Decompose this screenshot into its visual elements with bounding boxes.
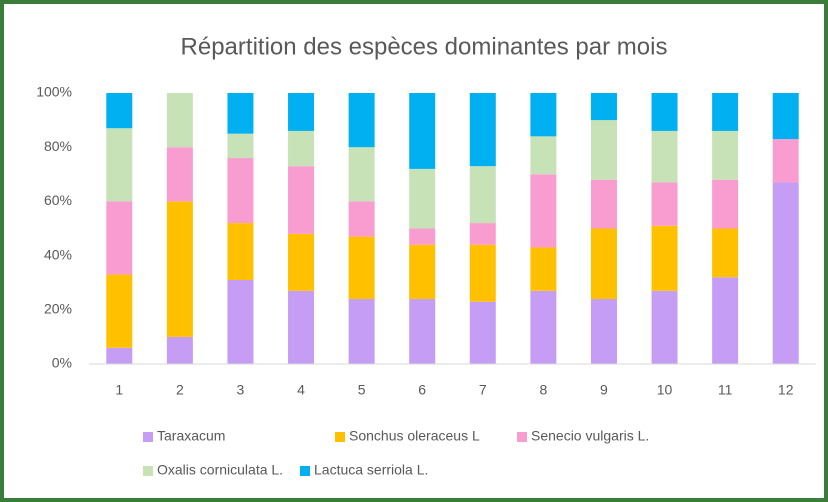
bar-segment xyxy=(712,179,739,229)
bar-segment xyxy=(772,139,799,183)
bar-segment xyxy=(288,166,315,234)
legend-label: Sonchus oleraceus L xyxy=(349,428,480,444)
legend-swatch xyxy=(143,466,153,476)
bar-segment xyxy=(106,347,133,364)
x-tick-label: 7 xyxy=(479,382,487,398)
x-tick-label: 8 xyxy=(539,382,547,398)
y-tick-label: 20% xyxy=(44,301,72,317)
bar-segment xyxy=(772,182,799,364)
bar-segment xyxy=(348,236,375,299)
legend-swatch xyxy=(335,432,345,442)
bar-segment xyxy=(530,247,557,291)
legend-swatch xyxy=(517,432,527,442)
bar-segment xyxy=(712,130,739,180)
bar-segment xyxy=(651,290,678,364)
bar-segment xyxy=(530,290,557,364)
bar-segment xyxy=(530,136,557,175)
chart-title: Répartition des espèces dominantes par m… xyxy=(181,33,668,60)
y-tick-label: 80% xyxy=(44,138,72,154)
bar-segment xyxy=(530,174,557,248)
y-tick-label: 100% xyxy=(36,84,72,100)
bar-segment xyxy=(409,93,436,169)
legend-label: Senecio vulgaris L. xyxy=(531,428,649,444)
bar-segment xyxy=(227,158,254,224)
bar-segment xyxy=(288,130,315,167)
x-tick-label: 9 xyxy=(600,382,608,398)
y-tick-label: 40% xyxy=(44,246,72,262)
bar-segment xyxy=(227,279,254,364)
bar-segment xyxy=(106,128,133,202)
bar-segment xyxy=(288,93,315,131)
legend-label: Taraxacum xyxy=(157,428,225,444)
bar-segment xyxy=(288,290,315,364)
bar-segment xyxy=(469,166,496,224)
bar-segment xyxy=(469,244,496,302)
bar-segment xyxy=(409,298,436,364)
bar-segment xyxy=(409,228,436,245)
bar-segment xyxy=(712,93,739,131)
bar-segment xyxy=(348,93,375,148)
bar-segment xyxy=(348,298,375,364)
x-tick-label: 2 xyxy=(176,382,184,398)
bar-segment xyxy=(227,133,254,159)
legend-swatch xyxy=(143,432,153,442)
bar-segment xyxy=(772,93,799,140)
x-tick-label: 11 xyxy=(718,382,733,398)
bar-segment xyxy=(712,228,739,278)
bar-segment xyxy=(409,244,436,299)
bar-segment xyxy=(590,228,617,299)
bar-segment xyxy=(166,93,193,148)
legend-swatch xyxy=(300,466,310,476)
legend-label: Lactuca serriola L. xyxy=(314,462,428,478)
bar-segment xyxy=(227,223,254,280)
bar-segment xyxy=(590,120,617,180)
bar-segment xyxy=(651,225,678,291)
x-tick-label: 5 xyxy=(358,382,366,398)
bar-segment xyxy=(590,298,617,364)
x-tick-label: 12 xyxy=(778,382,794,398)
x-tick-label: 6 xyxy=(418,382,426,398)
bar-segment xyxy=(469,223,496,245)
bar-segment xyxy=(166,201,193,337)
bar-segment xyxy=(469,93,496,167)
legend-label: Oxalis corniculata L. xyxy=(157,462,283,478)
y-tick-label: 0% xyxy=(52,355,72,371)
bar-segment xyxy=(651,182,678,226)
bar-segment xyxy=(106,274,133,348)
bar-segment xyxy=(106,93,133,129)
bar-segment xyxy=(227,93,254,134)
x-tick-label: 3 xyxy=(237,382,245,398)
x-tick-label: 4 xyxy=(297,382,305,398)
bar-segment xyxy=(166,336,193,364)
bar-segment xyxy=(288,233,315,291)
bar-segment xyxy=(166,147,193,202)
bar-segment xyxy=(712,277,739,364)
x-tick-label: 10 xyxy=(657,382,673,398)
bar-segment xyxy=(651,93,678,131)
bar-segment xyxy=(590,179,617,229)
bar-segment xyxy=(348,201,375,237)
bar-segment xyxy=(590,93,617,121)
bar-segment xyxy=(530,93,557,137)
bar-segment xyxy=(409,168,436,229)
bar-segment xyxy=(348,147,375,202)
y-tick-label: 60% xyxy=(44,192,72,208)
bar-segment xyxy=(469,301,496,364)
bar-segment xyxy=(106,201,133,275)
x-tick-label: 1 xyxy=(115,382,123,398)
bar-segment xyxy=(651,130,678,183)
